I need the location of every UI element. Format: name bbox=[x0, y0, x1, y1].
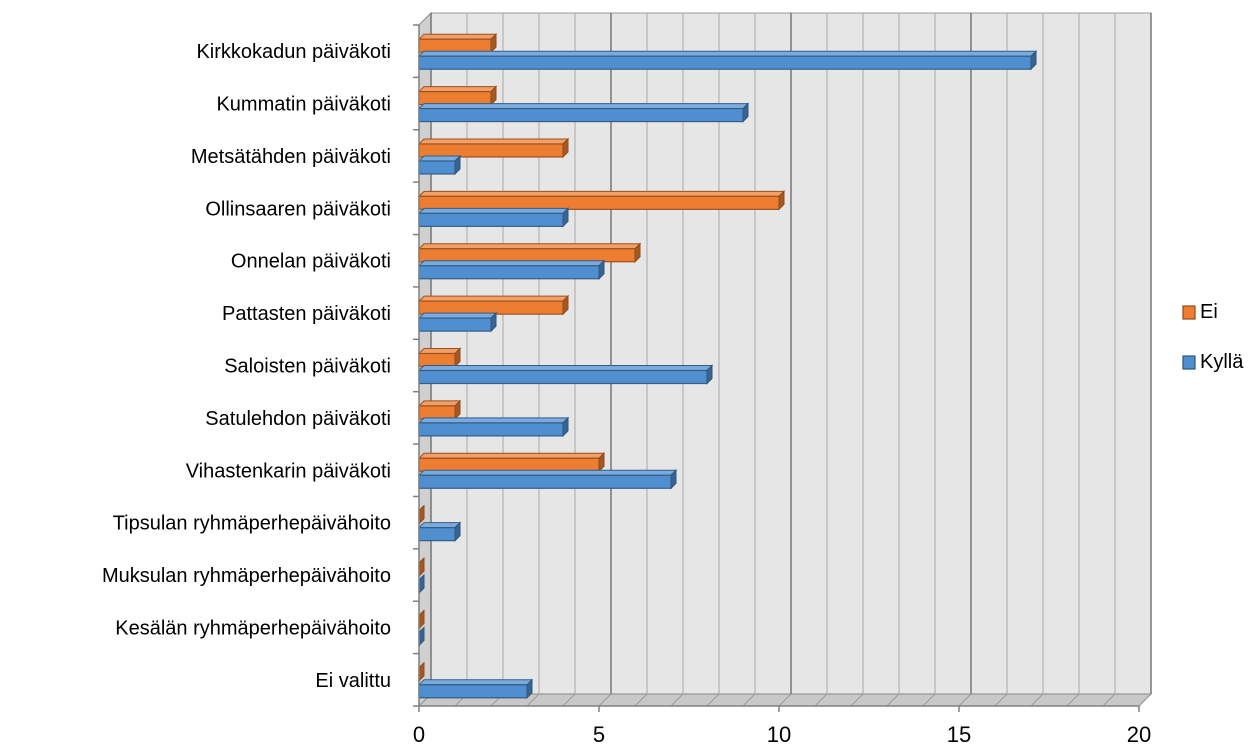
bar-kylla-0 bbox=[417, 49, 1038, 71]
x-tick-label: 10 bbox=[767, 722, 791, 747]
bar-kylla-5 bbox=[417, 311, 498, 333]
category-label: Ei valittu bbox=[315, 670, 391, 692]
floor-gridline bbox=[742, 693, 756, 707]
axes bbox=[413, 24, 1140, 712]
legend-swatch bbox=[1182, 355, 1196, 370]
bar-ei-1 bbox=[417, 85, 498, 106]
floor-gridline bbox=[958, 693, 972, 707]
bar-kylla-2 bbox=[417, 154, 462, 176]
legend-label: Kyllä bbox=[1200, 351, 1244, 373]
floor-gridline bbox=[562, 693, 576, 707]
floor-gridline bbox=[994, 693, 1008, 707]
category-label: Vihastenkarin päiväkoti bbox=[186, 460, 391, 482]
category-label: Ollinsaaren päiväkoti bbox=[205, 198, 391, 220]
legend-label: Ei bbox=[1200, 301, 1218, 323]
legend: Ei Kyllä bbox=[1182, 301, 1244, 373]
category-label: Kirkkokadun päiväkoti bbox=[196, 41, 391, 63]
category-label: Kummatin päiväkoti bbox=[216, 94, 391, 116]
category-label: Muksulan ryhmäperhepäivähoito bbox=[102, 565, 391, 587]
x-tick-label: 15 bbox=[947, 722, 971, 747]
floor-gridline bbox=[1138, 693, 1152, 707]
floor-gridline bbox=[1066, 693, 1080, 707]
category-label: Saloisten päiväkoti bbox=[224, 356, 391, 378]
bar-ei-0 bbox=[417, 32, 498, 54]
category-label: Metsätähden päiväkoti bbox=[191, 146, 391, 168]
bar-ei-3 bbox=[417, 190, 786, 211]
bar-ei-6 bbox=[417, 347, 462, 368]
floor-gridline bbox=[526, 693, 540, 707]
bar-kylla-3 bbox=[417, 207, 570, 228]
x-tick-label: 0 bbox=[413, 722, 425, 747]
bar-kylla-9 bbox=[417, 521, 462, 542]
floor-gridline bbox=[886, 693, 900, 707]
bar-ei-8 bbox=[417, 452, 606, 473]
floor-gridline bbox=[706, 693, 720, 707]
category-label: Satulehdon päiväkoti bbox=[205, 408, 391, 430]
floor-gridline bbox=[778, 693, 792, 707]
floor-gridline bbox=[1030, 693, 1044, 707]
category-label: Kesälän ryhmäperhepäivähoito bbox=[115, 617, 391, 639]
x-tick-labels: 0 5 10 15 20 bbox=[413, 722, 1151, 747]
bar-kylla-4 bbox=[417, 259, 606, 280]
bar-kylla-6 bbox=[417, 364, 714, 385]
floor-gridline bbox=[1102, 693, 1116, 707]
bar-kylla-12 bbox=[417, 678, 534, 700]
bar-ei-4 bbox=[417, 242, 642, 263]
floor-gridline bbox=[922, 693, 936, 707]
legend-swatch bbox=[1182, 305, 1196, 320]
x-tick-label: 20 bbox=[1127, 722, 1151, 747]
floor-gridline bbox=[814, 693, 828, 707]
bar-kylla-8 bbox=[417, 469, 678, 490]
bar-ei-5 bbox=[417, 294, 570, 316]
bar-kylla-7 bbox=[417, 416, 570, 438]
floor-gridline bbox=[850, 693, 864, 707]
x-tick-label: 5 bbox=[593, 722, 605, 747]
floor-gridline bbox=[634, 693, 648, 707]
floor-gridline bbox=[598, 693, 612, 707]
floor-gridline bbox=[670, 693, 684, 707]
bar-kylla-1 bbox=[417, 102, 750, 123]
bar-ei-7 bbox=[417, 399, 462, 421]
bars bbox=[417, 32, 1038, 700]
category-label: Tipsulan ryhmäperhepäivähoito bbox=[113, 513, 391, 535]
category-label: Onnelan päiväkoti bbox=[231, 251, 391, 273]
bar-ei-2 bbox=[417, 137, 570, 159]
category-label: Pattasten päiväkoti bbox=[222, 303, 391, 325]
category-labels: Kirkkokadun päiväkoti Kummatin päiväkoti M… bbox=[102, 41, 391, 692]
